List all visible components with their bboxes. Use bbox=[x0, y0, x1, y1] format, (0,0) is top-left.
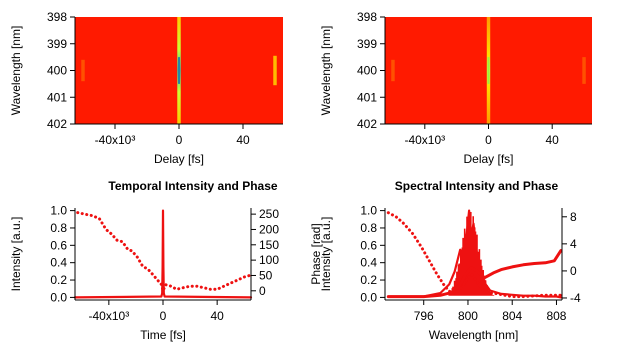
x-tick-label: 0 bbox=[485, 133, 492, 147]
y-tick-label: 401 bbox=[357, 90, 377, 104]
y2-tick-label: 4 bbox=[570, 237, 577, 251]
x-axis-label: Delay [fs] bbox=[154, 152, 204, 166]
x-tick-label: 808 bbox=[546, 309, 566, 323]
x-tick-label: -40x10³ bbox=[89, 309, 130, 323]
plot-title: Temporal Intensity and Phase bbox=[108, 179, 277, 193]
y2-tick-label: 8 bbox=[570, 210, 577, 224]
temporal-plot: Temporal Intensity and Phase 0.0 0.2 0.4 0.6… bbox=[9, 179, 279, 342]
y-tick-label: 401 bbox=[47, 90, 67, 104]
y2-tick-label: 50 bbox=[259, 268, 273, 282]
trace-heatmap-left: 398 399 400 401 402 -40x10³ 0 40 Delay [fs] Wavel… bbox=[9, 10, 283, 166]
y-axis-label: Intensity [a.u.] bbox=[9, 217, 23, 292]
series-phase-line bbox=[76, 211, 252, 293]
y2-tick-label: 0 bbox=[570, 264, 577, 278]
spectral-intensity-band bbox=[448, 212, 495, 296]
heatmap-feature bbox=[582, 57, 586, 84]
y2-tick-label: 0 bbox=[259, 284, 266, 298]
y-tick-label: 402 bbox=[357, 117, 377, 131]
y-tick-label: 0.0 bbox=[50, 290, 67, 304]
y-tick-label: 0.2 bbox=[360, 273, 377, 287]
heatmap-peak-core bbox=[487, 57, 490, 84]
spectral-plot: Spectral Intensity and Phase 0.0 0.2 0.4 0.6… bbox=[309, 179, 581, 342]
y2-tick-label: 250 bbox=[259, 207, 279, 221]
x-tick-label: 796 bbox=[414, 309, 434, 323]
heatmap-feature bbox=[81, 59, 85, 82]
x-tick-label: 0 bbox=[160, 309, 167, 323]
x-tick-label: 40 bbox=[210, 309, 224, 323]
y-tick-label: 399 bbox=[47, 37, 67, 51]
y-tick-label: 0.4 bbox=[360, 256, 377, 270]
series-intensity-line bbox=[73, 209, 253, 299]
x-tick-label: 40 bbox=[236, 133, 250, 147]
plot-title: Spectral Intensity and Phase bbox=[395, 179, 559, 193]
y2-tick-label: 150 bbox=[259, 238, 279, 252]
y-tick-label: 402 bbox=[47, 117, 67, 131]
y-tick-label: 399 bbox=[357, 37, 377, 51]
y-tick-label: 0.0 bbox=[360, 290, 377, 304]
y-tick-label: 400 bbox=[47, 64, 67, 78]
x-axis-label: Delay [fs] bbox=[463, 152, 513, 166]
y2-tick-label: 200 bbox=[259, 222, 279, 236]
x-tick-label: 0 bbox=[176, 133, 183, 147]
x-tick-label: -40x10³ bbox=[404, 133, 445, 147]
y-tick-label: 0.6 bbox=[50, 238, 67, 252]
y2-tick-label: -4 bbox=[570, 291, 581, 305]
x-axis-label: Wavelength [nm] bbox=[429, 328, 519, 342]
y-tick-label: 0.6 bbox=[360, 238, 377, 252]
x-tick-label: 40 bbox=[546, 133, 560, 147]
heatmap-feature bbox=[391, 59, 395, 82]
y-axis-label: Wavelength [nm] bbox=[319, 26, 333, 116]
heatmap-peak-core bbox=[178, 57, 180, 84]
heatmap-feature bbox=[273, 55, 277, 86]
x-tick-label: 804 bbox=[502, 309, 522, 323]
y-tick-label: 1.0 bbox=[360, 204, 377, 218]
y-tick-label: 0.4 bbox=[50, 256, 67, 270]
y-tick-label: 1.0 bbox=[50, 204, 67, 218]
x-axis-label: Time [fs] bbox=[140, 328, 186, 342]
y-axis-label: Intensity [a.u.] bbox=[319, 217, 333, 292]
y-axis-label: Wavelength [nm] bbox=[9, 26, 23, 116]
y-tick-label: 0.8 bbox=[360, 221, 377, 235]
x-tick-label: 800 bbox=[458, 309, 478, 323]
y-tick-label: 400 bbox=[357, 64, 377, 78]
y-tick-label: 0.8 bbox=[50, 221, 67, 235]
x-tick-label: -40x10³ bbox=[95, 133, 136, 147]
y-tick-label: 398 bbox=[47, 10, 67, 24]
y-tick-label: 0.2 bbox=[50, 273, 67, 287]
series-phase-line bbox=[386, 249, 563, 299]
y2-axis-label: Phase [rad] bbox=[309, 223, 323, 284]
trace-heatmap-right: 398 399 400 401 402 -40x10³ 0 40 Delay [fs] Wavel… bbox=[319, 10, 592, 166]
y2-tick-label: 100 bbox=[259, 253, 279, 267]
series-phase-line bbox=[386, 211, 563, 299]
y-tick-label: 398 bbox=[357, 10, 377, 24]
